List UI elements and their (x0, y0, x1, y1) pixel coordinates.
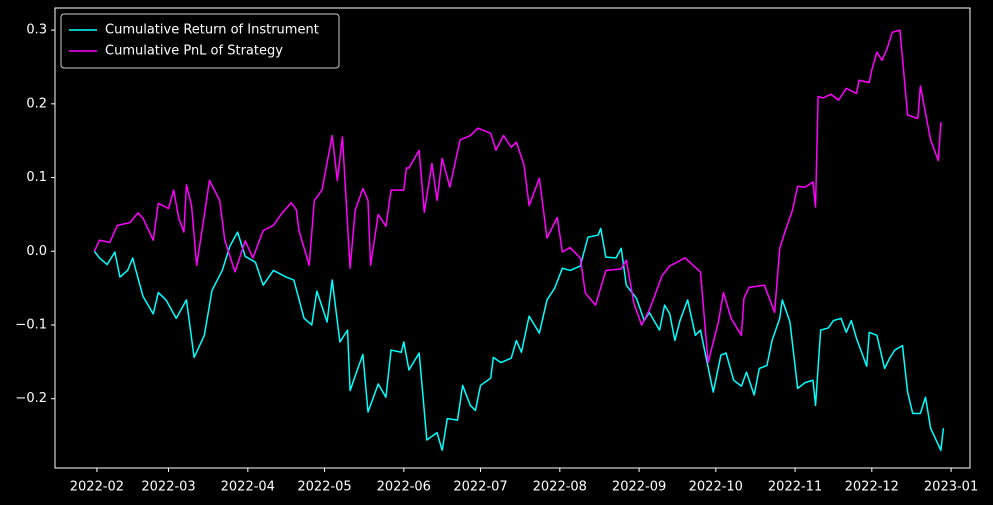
x-tick-label: 2022-10 (689, 480, 743, 495)
y-tick-label: 0.1 (26, 170, 47, 185)
x-tick-label: 2022-05 (297, 480, 351, 495)
plot-frame (54, 7, 971, 469)
legend-label: Cumulative PnL of Strategy (105, 44, 283, 59)
legend: Cumulative Return of Instrument Cumulativ… (60, 13, 340, 69)
y-tick-label: 0.0 (26, 244, 47, 259)
x-tick-label: 2022-08 (533, 480, 587, 495)
x-tick-label: 2022-09 (612, 480, 666, 495)
x-tick-label: 2022-02 (70, 480, 124, 495)
y-tick-label: 0.2 (26, 96, 47, 111)
legend-box (60, 13, 340, 69)
legend-label: Cumulative Return of Instrument (105, 23, 319, 38)
y-tick-label: −0.1 (15, 317, 47, 332)
series-line (93, 227, 945, 452)
x-tick-label: 2022-12 (845, 480, 899, 495)
x-tick-label: 2022-03 (141, 480, 195, 495)
series-line (93, 29, 942, 364)
x-tick-label: 2022-06 (377, 480, 431, 495)
y-tick-label: −0.2 (15, 391, 47, 406)
y-tick-label: 0.3 (26, 23, 47, 38)
x-tick-label: 2022-11 (768, 480, 822, 495)
x-tick-label: 2022-04 (221, 480, 275, 495)
x-tick-label: 2023-01 (924, 480, 978, 495)
x-tick-label: 2022-07 (453, 480, 507, 495)
